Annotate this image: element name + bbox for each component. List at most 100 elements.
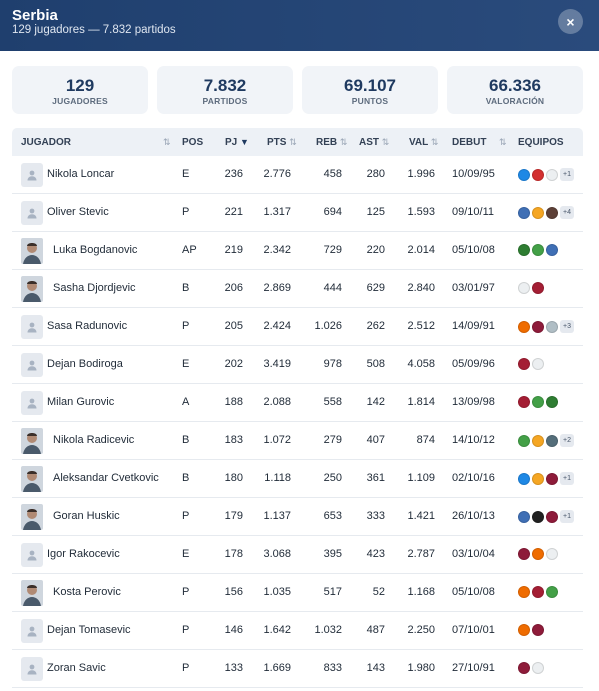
table-row[interactable]: Goran Huskic P 179 1.137 653 333 1.421 26/10/13…: [12, 498, 583, 536]
games-played: 188: [224, 396, 243, 408]
games-played: 180: [224, 472, 243, 484]
rebounds: 279: [323, 434, 342, 446]
team-logo-icon: [546, 510, 558, 523]
rating: 1.996: [407, 168, 435, 180]
sort-icon[interactable]: ⇅: [499, 137, 507, 147]
more-teams-badge[interactable]: +1: [560, 472, 574, 485]
team-logo-icon: [532, 624, 544, 636]
player-name[interactable]: Nikola Loncar: [47, 168, 115, 180]
player-name[interactable]: Goran Huskic: [53, 510, 120, 522]
table-row[interactable]: Aleksandar Cvetkovic B 180 1.118 250 361 1.109…: [12, 460, 583, 498]
points: 1.072: [263, 434, 291, 446]
table-row[interactable]: Milan Gurovic A 188 2.088 558 142 1.814 13/09/9…: [12, 384, 583, 422]
player-photo: [21, 466, 43, 492]
team-logo-icon: [532, 548, 544, 560]
points: 2.088: [263, 396, 291, 408]
player-name[interactable]: Igor Rakocevic: [47, 548, 120, 560]
rebounds: 395: [323, 548, 342, 560]
rebounds: 833: [323, 662, 342, 674]
table-row[interactable]: Nikola Loncar E 236 2.776 458 280 1.996 10/09/9…: [12, 156, 583, 194]
games-played: 202: [224, 358, 243, 370]
more-teams-badge[interactable]: +1: [560, 510, 574, 523]
team-logos: +1: [518, 472, 574, 485]
player-name[interactable]: Zoran Savic: [47, 662, 106, 674]
team-logos: [518, 282, 544, 294]
column-header-ast[interactable]: AST ⇅: [359, 137, 390, 148]
player-position: P: [182, 662, 190, 674]
team-logo-icon: [518, 624, 530, 636]
table-row[interactable]: Luka Bogdanovic AP 219 2.342 729 220 2.014 05/1…: [12, 232, 583, 270]
assists: 52: [372, 586, 385, 598]
column-header-debut[interactable]: DEBUT: [452, 137, 487, 148]
team-logo-icon: [546, 472, 558, 485]
table-row[interactable]: Zoran Savic P 133 1.669 833 143 1.980 27/10/91: [12, 650, 583, 688]
player-name[interactable]: Aleksandar Cvetkovic: [53, 472, 159, 484]
rating: 1.814: [407, 396, 435, 408]
player-photo: [21, 580, 43, 606]
stat-card-games: 7.832 PARTIDOS: [157, 66, 293, 114]
rebounds: 1.026: [314, 320, 342, 332]
sort-icon[interactable]: ⇅: [163, 137, 171, 147]
rating: 1.421: [407, 510, 435, 522]
team-logo-icon: [518, 472, 530, 485]
column-header-pts[interactable]: PTS ⇅: [267, 137, 297, 148]
player-name[interactable]: Dejan Bodiroga: [47, 358, 123, 370]
column-header-reb[interactable]: REB ⇅: [316, 137, 348, 148]
players-table-body: Nikola Loncar E 236 2.776 458 280 1.996 10/09/9…: [12, 156, 583, 688]
player-photo: [21, 276, 43, 302]
avatar-placeholder-icon: [21, 391, 43, 415]
rebounds: 444: [323, 282, 342, 294]
table-row[interactable]: Dejan Tomasevic P 146 1.642 1.032 487 2.250 07/…: [12, 612, 583, 650]
player-position: E: [182, 168, 190, 180]
table-row[interactable]: Sasha Djordjevic B 206 2.869 444 629 2.840 03/0…: [12, 270, 583, 308]
rating: 2.512: [407, 320, 435, 332]
points: 1.137: [263, 510, 291, 522]
close-button[interactable]: ×: [558, 9, 583, 34]
player-name[interactable]: Sasa Radunovic: [47, 320, 128, 332]
team-logo-icon: [518, 396, 530, 408]
more-teams-badge[interactable]: +2: [560, 434, 574, 447]
table-row[interactable]: Dejan Bodiroga E 202 3.419 978 508 4.058 05/09/…: [12, 346, 583, 384]
table-row[interactable]: Igor Rakocevic E 178 3.068 395 423 2.787 03/10/…: [12, 536, 583, 574]
table-row[interactable]: Nikola Radicevic B 183 1.072 279 407 874 14/10/…: [12, 422, 583, 460]
team-logo-icon: [518, 434, 530, 447]
stat-value: 69.107: [344, 76, 396, 95]
player-photo: [21, 428, 43, 454]
avatar-placeholder-icon: [21, 619, 43, 643]
more-teams-badge[interactable]: +1: [560, 168, 574, 181]
team-logo-icon: [532, 244, 544, 256]
team-logo-icon: [532, 168, 544, 181]
player-name[interactable]: Oliver Stevic: [47, 206, 109, 218]
player-name[interactable]: Dejan Tomasevic: [47, 624, 131, 636]
player-name[interactable]: Sasha Djordjevic: [53, 282, 136, 294]
rating: 2.014: [407, 244, 435, 256]
team-logo-icon: [546, 168, 558, 181]
more-teams-badge[interactable]: +3: [560, 320, 574, 333]
table-row[interactable]: Oliver Stevic P 221 1.317 694 125 1.593 09/10/1…: [12, 194, 583, 232]
rating: 874: [416, 434, 435, 446]
table-row[interactable]: Kosta Perovic P 156 1.035 517 52 1.168 05/10/08: [12, 574, 583, 612]
table-row[interactable]: Sasa Radunovic P 205 2.424 1.026 262 2.512 14/0…: [12, 308, 583, 346]
player-position: A: [182, 396, 190, 408]
games-played: 219: [224, 244, 243, 256]
avatar-placeholder-icon: [21, 543, 43, 567]
column-header-player[interactable]: JUGADOR: [21, 137, 72, 148]
player-name[interactable]: Luka Bogdanovic: [53, 244, 138, 256]
player-name[interactable]: Kosta Perovic: [53, 586, 121, 598]
player-name[interactable]: Nikola Radicevic: [53, 434, 135, 446]
column-header-pos[interactable]: POS: [182, 137, 204, 148]
games-played: 221: [224, 206, 243, 218]
team-logo-icon: [518, 586, 530, 598]
team-logo-icon: [546, 206, 558, 219]
player-name[interactable]: Milan Gurovic: [47, 396, 115, 408]
player-position: P: [182, 206, 190, 218]
team-logos: +4: [518, 206, 574, 219]
debut-date: 05/10/08: [452, 244, 495, 256]
stat-value: 66.336: [489, 76, 541, 95]
column-header-pj[interactable]: PJ ▼: [225, 137, 249, 148]
team-logo-icon: [518, 510, 530, 523]
avatar-placeholder-icon: [21, 657, 43, 681]
column-header-val[interactable]: VAL ⇅: [409, 137, 439, 148]
more-teams-badge[interactable]: +4: [560, 206, 574, 219]
team-logos: +1: [518, 168, 574, 181]
